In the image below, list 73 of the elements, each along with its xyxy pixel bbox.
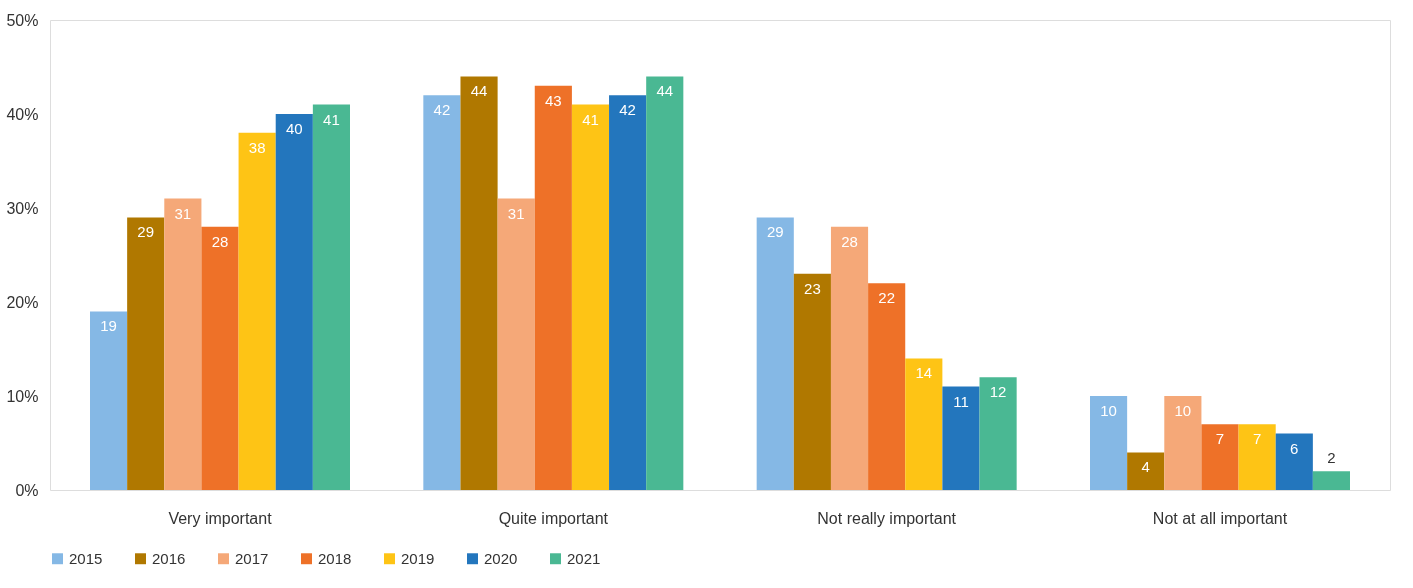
bar	[1312, 471, 1350, 490]
data-label: 4	[1141, 458, 1150, 476]
data-label: 41	[323, 110, 340, 128]
bar	[1090, 396, 1128, 490]
data-label: 40	[285, 120, 303, 137]
bar	[793, 273, 831, 490]
bar	[1201, 424, 1239, 490]
data-label: 10	[1100, 402, 1117, 419]
bar	[868, 283, 906, 490]
bar	[534, 85, 572, 490]
legend-label: 2015	[69, 549, 103, 567]
legend-label: 2018	[318, 549, 352, 567]
bar	[609, 95, 647, 490]
data-label: 28	[841, 232, 858, 250]
data-label: 38	[248, 138, 266, 156]
data-label: 28	[211, 232, 229, 250]
data-label: 10	[1174, 402, 1192, 419]
y-tick-label: 20%	[6, 293, 39, 311]
bar	[90, 311, 128, 490]
y-tick-label: 0%	[15, 481, 39, 499]
bar	[942, 386, 980, 490]
bar	[830, 226, 869, 490]
legend-label: 2017	[235, 549, 269, 567]
bar	[497, 198, 535, 490]
data-label: 31	[507, 204, 525, 222]
bar	[905, 358, 943, 490]
bar	[201, 226, 239, 490]
x-tick-label: Quite important	[498, 509, 609, 527]
x-tick-label: Very important	[168, 509, 273, 527]
data-label: 42	[619, 101, 636, 119]
y-tick-label: 10%	[6, 387, 39, 405]
legend-label: 2016	[152, 549, 186, 567]
bar	[1238, 424, 1276, 490]
x-tick-label: Not really important	[817, 509, 957, 527]
x-tick-label: Not at all important	[1152, 509, 1288, 527]
data-label: 31	[174, 204, 192, 222]
data-label: 42	[433, 101, 451, 119]
bar	[1127, 452, 1165, 490]
data-label: 29	[766, 223, 784, 241]
bar	[238, 132, 276, 490]
bar	[571, 104, 610, 490]
bar	[164, 198, 202, 490]
y-tick-label: 40%	[6, 105, 39, 123]
data-label: 19	[100, 317, 117, 335]
data-label: 29	[137, 223, 155, 241]
data-label: 7	[1252, 430, 1262, 448]
data-label: 44	[470, 82, 488, 100]
data-label: 44	[656, 82, 674, 100]
legend-label: 2020	[484, 549, 518, 567]
bar	[979, 377, 1017, 490]
data-label: 12	[989, 383, 1007, 401]
bar	[1164, 396, 1202, 490]
bar	[312, 104, 350, 490]
bar	[756, 217, 794, 490]
y-tick-label: 30%	[6, 199, 39, 217]
data-label: 2	[1327, 449, 1336, 467]
bar	[460, 76, 498, 490]
data-label: 14	[915, 364, 933, 382]
data-label: 23	[804, 279, 821, 297]
bar	[275, 114, 313, 490]
bar	[423, 95, 461, 490]
data-label: 11	[953, 392, 969, 410]
data-label: 6	[1290, 439, 1299, 457]
legend-label: 2021	[567, 549, 601, 567]
bar	[127, 217, 165, 490]
y-tick-label: 50%	[6, 11, 39, 29]
data-label: 43	[544, 91, 562, 109]
bar	[1275, 433, 1313, 490]
data-label: 41	[582, 110, 599, 128]
bar	[646, 76, 684, 490]
data-label: 7	[1215, 430, 1225, 448]
legend-label: 2019	[401, 549, 435, 567]
data-label: 22	[878, 289, 896, 307]
